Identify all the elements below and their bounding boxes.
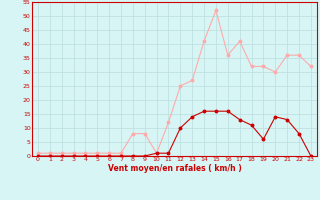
X-axis label: Vent moyen/en rafales ( km/h ): Vent moyen/en rafales ( km/h ) xyxy=(108,164,241,173)
